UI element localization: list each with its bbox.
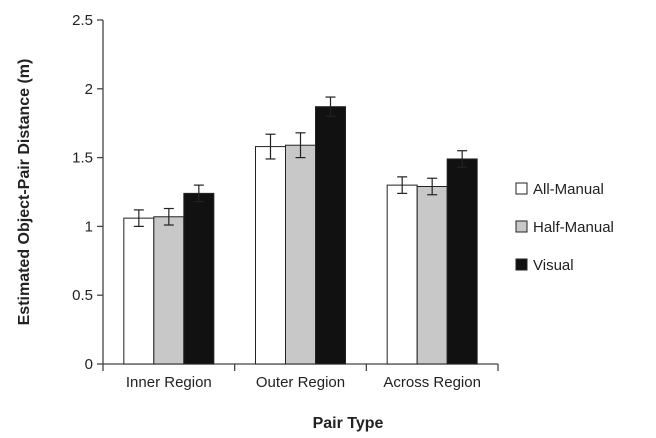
error-bar xyxy=(427,177,438,196)
x-axis-title: Pair Type xyxy=(313,415,384,432)
y-axis-title: Estimated Object-Pair Distance (m) xyxy=(16,59,33,326)
error-bar xyxy=(295,132,306,159)
bar-visual-1 xyxy=(183,192,215,365)
bar-all-manual-3 xyxy=(386,184,418,365)
bars xyxy=(123,106,478,365)
legend-swatch xyxy=(515,258,528,271)
error-bar xyxy=(163,207,174,226)
y-tick-label: 1.5 xyxy=(72,150,93,167)
bar-half-manual-1 xyxy=(153,216,185,365)
error-bar xyxy=(193,184,204,203)
bar-half-manual-3 xyxy=(416,185,448,365)
y-tick-label: 0.5 xyxy=(72,287,93,304)
bar-all-manual-2 xyxy=(255,146,286,365)
legend-label: All-Manual xyxy=(533,181,604,198)
legend-item-all-manual: All-Manual xyxy=(515,181,604,198)
legend: All-Manual Half-Manual Visual xyxy=(515,181,614,274)
y-tick-label: 2 xyxy=(85,81,93,98)
legend-swatch xyxy=(515,182,528,195)
x-ticks: Inner Region Outer Region Across Region xyxy=(102,364,499,391)
x-tick-label: Outer Region xyxy=(256,374,345,391)
legend-label: Visual xyxy=(533,257,574,274)
bar-visual-2 xyxy=(315,106,346,365)
legend-item-visual: Visual xyxy=(515,257,574,274)
y-tick-label: 2.5 xyxy=(72,12,93,29)
error-bars xyxy=(133,96,468,227)
y-ticks: 0 0.5 1 1.5 2 2.5 xyxy=(72,12,103,373)
bar-half-manual-2 xyxy=(285,144,316,365)
bar-visual-3 xyxy=(446,158,478,365)
legend-item-half-manual: Half-Manual xyxy=(515,219,614,236)
legend-label: Half-Manual xyxy=(533,219,614,236)
y-tick-label: 0 xyxy=(85,356,93,373)
error-bar xyxy=(457,150,468,168)
error-bar xyxy=(265,133,276,160)
error-bar xyxy=(133,209,144,227)
x-tick-label: Across Region xyxy=(383,374,481,391)
legend-swatch xyxy=(515,220,528,233)
y-tick-label: 1 xyxy=(85,218,93,235)
bar-all-manual-1 xyxy=(123,217,155,365)
x-tick-label: Inner Region xyxy=(126,374,212,391)
error-bar xyxy=(397,176,408,194)
error-bar xyxy=(325,96,336,117)
